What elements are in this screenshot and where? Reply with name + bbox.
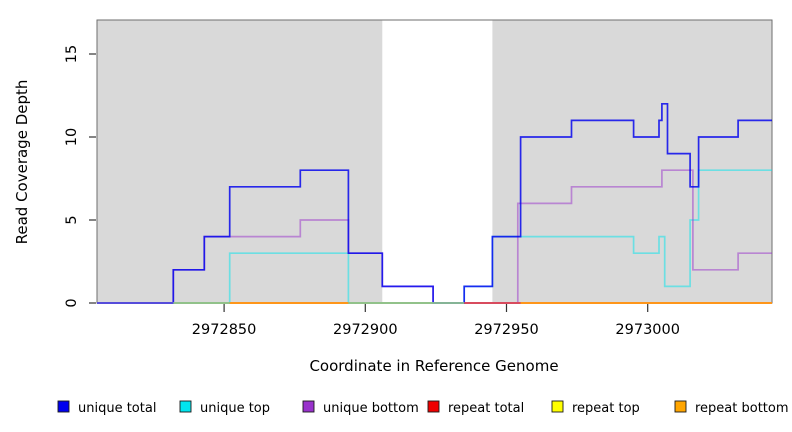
legend-item-repeat-total: repeat total <box>427 400 524 416</box>
x-tick-label: 2972950 <box>474 322 539 338</box>
y-tick-label: 15 <box>64 45 80 63</box>
legend-label: repeat top <box>572 401 640 416</box>
legend-swatch <box>551 400 564 413</box>
shaded-regions <box>97 20 772 303</box>
legend-item-repeat-bottom: repeat bottom <box>674 400 789 416</box>
legend-swatch <box>427 400 440 413</box>
legend-label: unique total <box>78 401 156 416</box>
y-tick-label: 10 <box>64 128 80 146</box>
legend-item-unique-top: unique top <box>179 400 270 416</box>
x-tick-label: 2972850 <box>192 322 257 338</box>
shaded-region <box>97 20 383 303</box>
legend-swatch <box>179 400 192 413</box>
axis-ticks: 2972850 2972900 2972950 2973000 0 5 10 15 <box>64 45 680 338</box>
y-tick-label: 0 <box>64 298 80 307</box>
y-axis-label: Read Coverage Depth <box>13 80 31 245</box>
x-tick-label: 2973000 <box>615 322 680 338</box>
series-line-unique-total <box>97 102 772 304</box>
legend-label: unique top <box>200 401 270 416</box>
x-tick-label: 2972900 <box>333 322 398 338</box>
legend-swatch <box>674 400 687 413</box>
legend-label: repeat total <box>448 401 524 416</box>
legend-item-unique-total: unique total <box>57 400 156 416</box>
series-line-unique-top <box>97 169 772 304</box>
shaded-region <box>492 20 772 303</box>
y-tick-label: 5 <box>64 215 80 224</box>
legend-item-repeat-top: repeat top <box>551 400 640 416</box>
legend-swatch <box>57 400 70 413</box>
x-axis-label: Coordinate in Reference Genome <box>309 357 558 375</box>
legend-swatch <box>302 400 315 413</box>
chart-legend: unique total unique top unique bottom repea… <box>57 400 789 416</box>
legend-label: unique bottom <box>323 401 419 416</box>
legend-item-unique-bottom: unique bottom <box>302 400 419 416</box>
legend-label: repeat bottom <box>695 401 789 416</box>
